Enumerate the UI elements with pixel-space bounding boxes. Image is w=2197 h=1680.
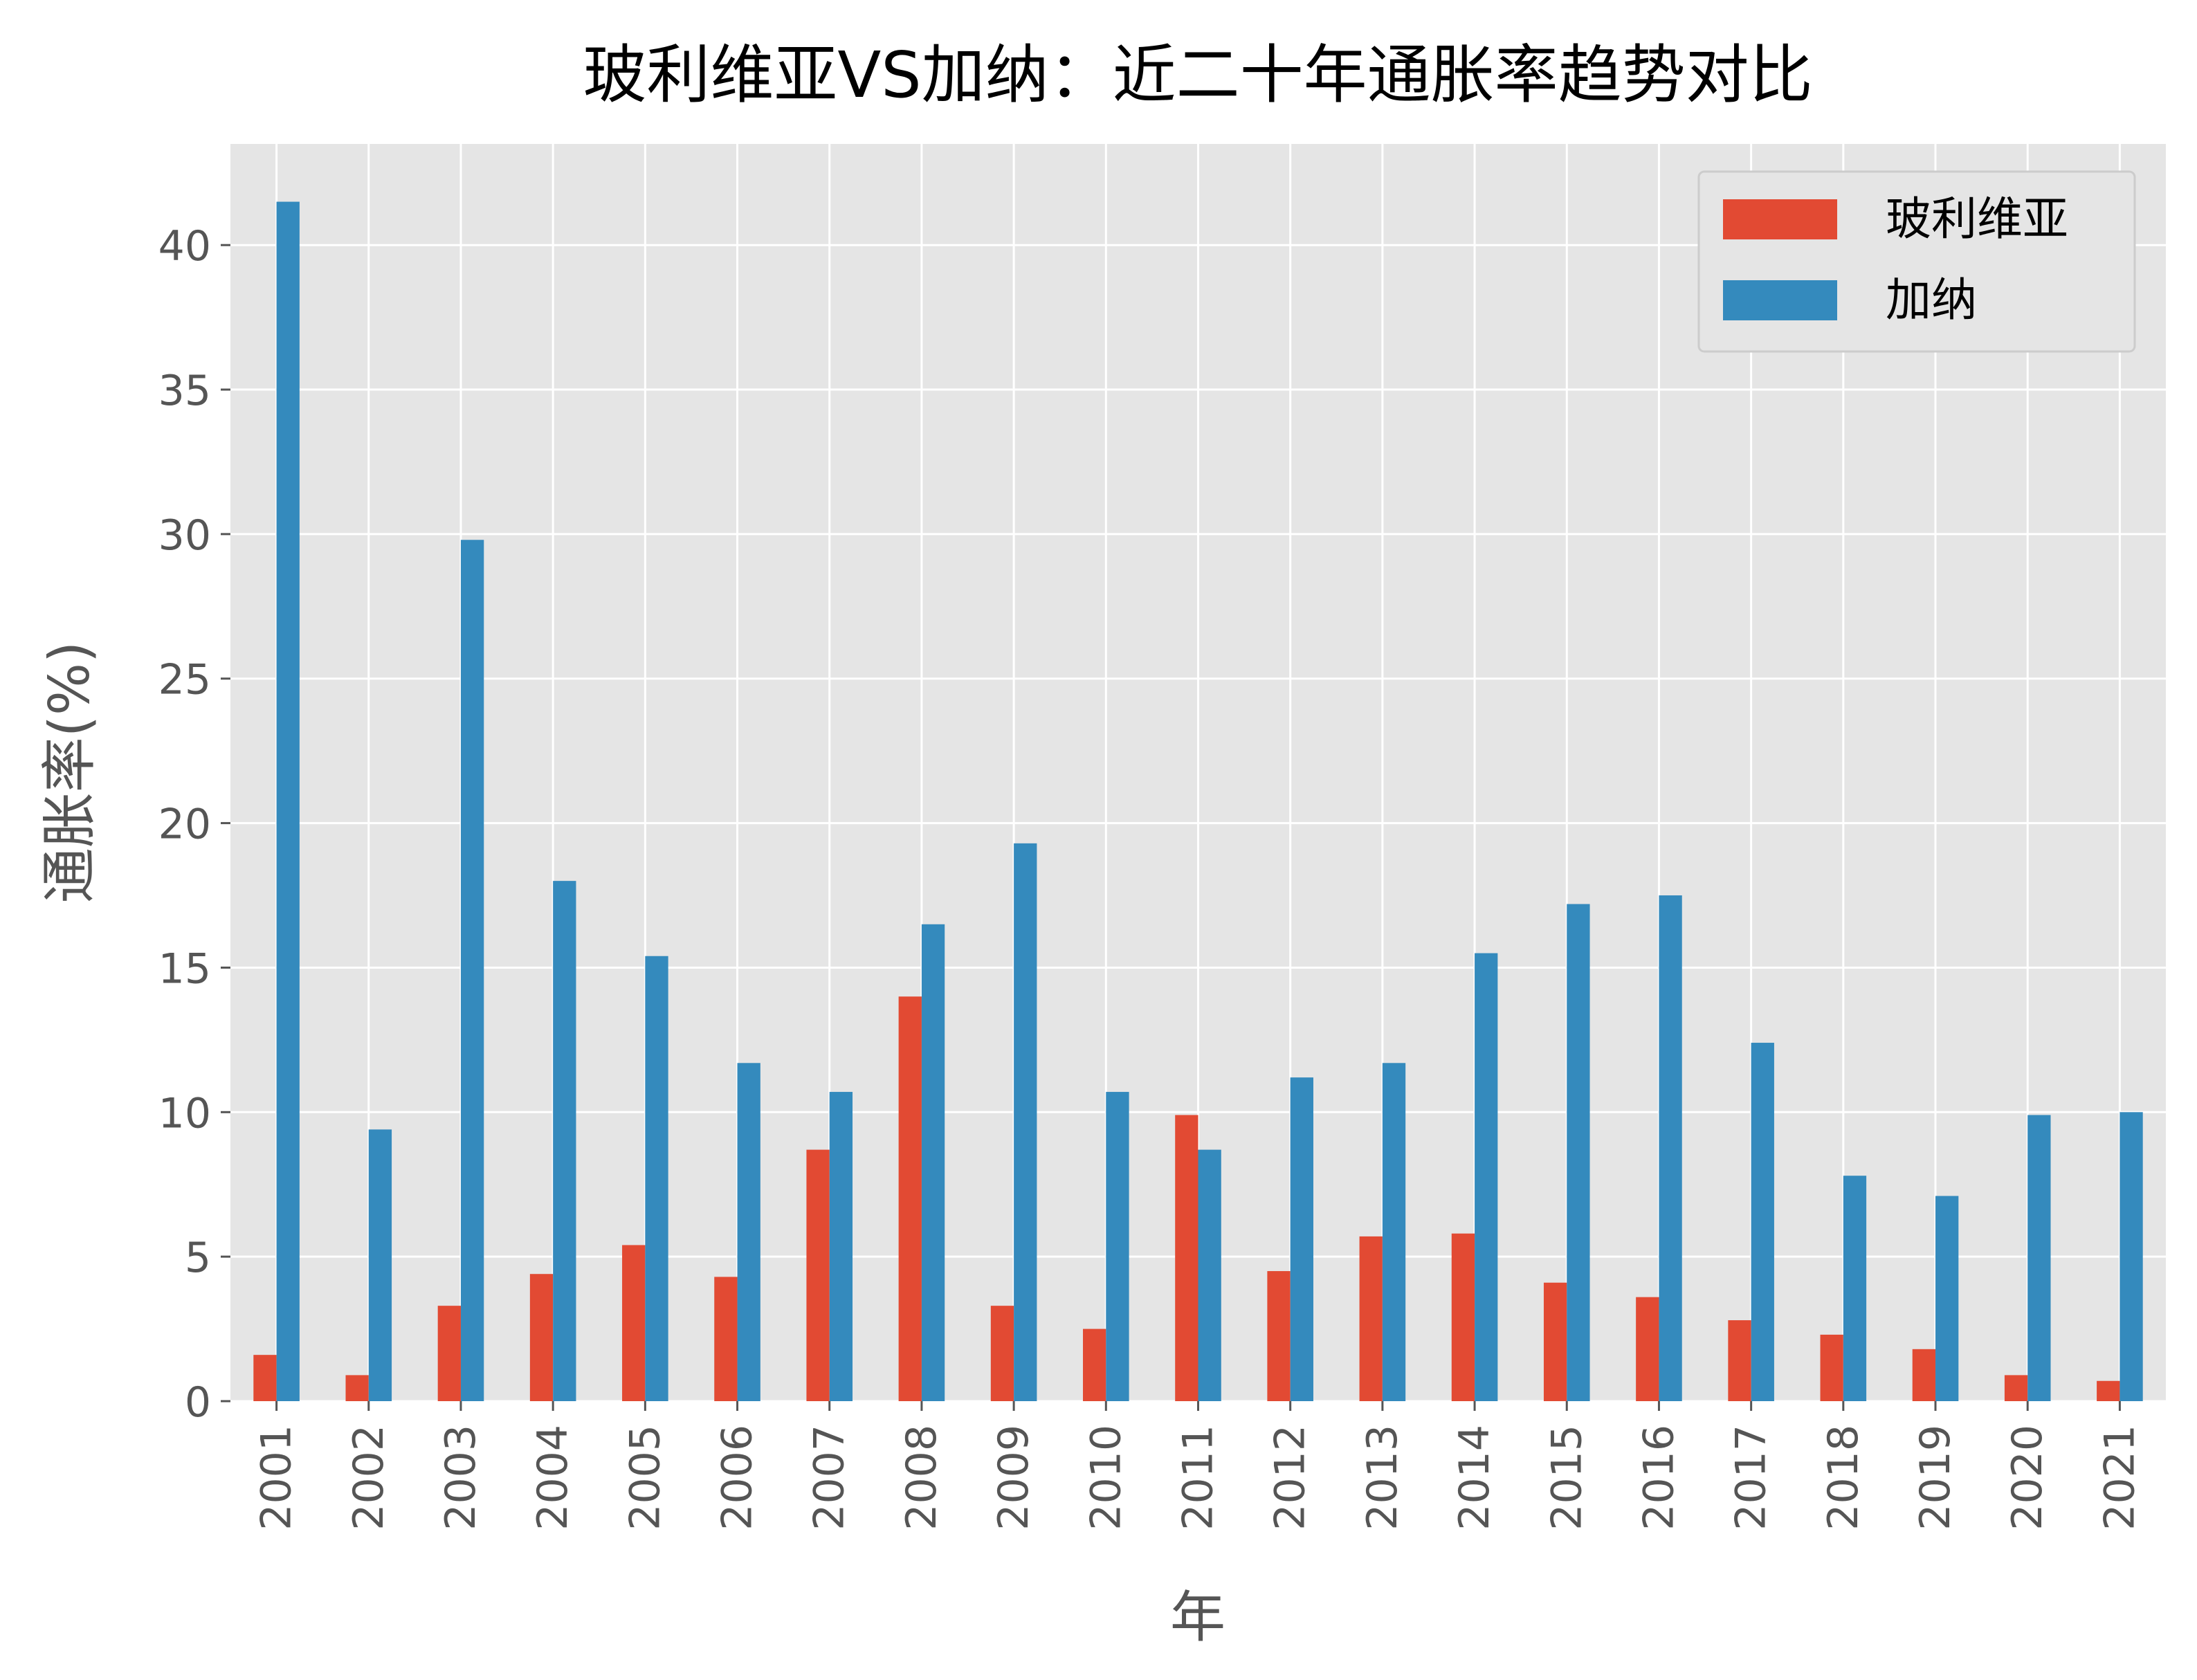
bar-bolivia-2019 <box>1912 1349 1936 1401</box>
x-tick-label: 2012 <box>1266 1425 1315 1531</box>
y-tick-label: 30 <box>158 511 211 560</box>
x-tick-label: 2001 <box>253 1425 301 1531</box>
bar-bolivia-2010 <box>1083 1329 1106 1401</box>
x-tick-label: 2021 <box>2095 1425 2144 1531</box>
bar-ghana-2008 <box>921 924 945 1401</box>
bar-bolivia-2006 <box>714 1277 738 1401</box>
bar-bolivia-2004 <box>529 1274 554 1401</box>
x-tick-label: 2018 <box>1819 1425 1868 1531</box>
legend-label-bolivia: 玻利维亚 <box>1886 192 2068 246</box>
x-tick-label: 2019 <box>1911 1425 1960 1531</box>
x-tick-label: 2015 <box>1542 1425 1591 1531</box>
bar-ghana-2001 <box>276 201 300 1401</box>
bar-bolivia-2016 <box>1636 1297 1659 1401</box>
y-tick-label: 0 <box>185 1378 211 1427</box>
bar-bolivia-2002 <box>345 1375 369 1401</box>
x-tick-label: 2020 <box>2003 1425 2052 1531</box>
bar-bolivia-2008 <box>898 996 922 1401</box>
y-tick-label: 5 <box>185 1234 211 1282</box>
bar-bolivia-2020 <box>2004 1375 2028 1401</box>
legend-swatch-bolivia <box>1723 199 1837 239</box>
x-tick-label: 2016 <box>1634 1425 1683 1531</box>
x-tick-label: 2004 <box>529 1425 577 1531</box>
bar-ghana-2018 <box>1843 1176 1867 1401</box>
bar-ghana-2019 <box>1935 1196 1959 1401</box>
bar-ghana-2004 <box>553 881 576 1401</box>
bar-ghana-2010 <box>1106 1092 1129 1401</box>
bar-bolivia-2014 <box>1451 1233 1475 1401</box>
bar-ghana-2009 <box>1014 843 1037 1401</box>
bar-bolivia-2013 <box>1359 1236 1383 1401</box>
bar-bolivia-2015 <box>1543 1282 1567 1401</box>
bar-bolivia-2009 <box>990 1306 1014 1401</box>
bar-bolivia-2012 <box>1267 1271 1291 1401</box>
x-tick-label: 2014 <box>1450 1425 1499 1531</box>
bar-ghana-2005 <box>645 956 668 1401</box>
bar-bolivia-2021 <box>2097 1380 2120 1401</box>
x-tick-label: 2011 <box>1174 1425 1223 1531</box>
bar-ghana-2020 <box>2027 1115 2051 1401</box>
y-tick-label: 15 <box>158 944 211 993</box>
bar-bolivia-2005 <box>622 1245 646 1401</box>
y-tick-label: 25 <box>158 656 211 704</box>
x-tick-label: 2006 <box>713 1425 762 1531</box>
legend-swatch-ghana <box>1723 280 1837 320</box>
x-tick-label: 2007 <box>805 1425 854 1531</box>
chart-title: 玻利维亚VS加纳：近二十年通胀率趋势对比 <box>583 38 1812 112</box>
y-tick-label: 35 <box>158 367 211 415</box>
bar-bolivia-2011 <box>1175 1115 1198 1401</box>
bar-bolivia-2018 <box>1820 1334 1843 1401</box>
bar-ghana-2013 <box>1382 1063 1406 1401</box>
bar-ghana-2003 <box>460 540 484 1402</box>
bar-ghana-2012 <box>1290 1077 1313 1401</box>
x-tick-label: 2010 <box>1082 1425 1130 1531</box>
x-tick-label: 2003 <box>437 1425 485 1531</box>
bar-bolivia-2017 <box>1728 1320 1751 1401</box>
bar-bolivia-2001 <box>253 1355 277 1401</box>
bar-ghana-2017 <box>1751 1043 1774 1401</box>
bar-ghana-2007 <box>829 1092 853 1401</box>
x-tick-label: 2005 <box>621 1425 669 1531</box>
x-tick-label: 2009 <box>990 1425 1038 1531</box>
x-tick-label: 2002 <box>345 1425 393 1531</box>
x-tick-label: 2008 <box>897 1425 946 1531</box>
bar-ghana-2002 <box>368 1129 392 1401</box>
x-tick-label: 2013 <box>1358 1425 1407 1531</box>
bar-bolivia-2003 <box>437 1306 461 1401</box>
x-axis-label: 年 <box>1170 1585 1225 1650</box>
y-tick-label: 40 <box>158 222 211 271</box>
legend: 玻利维亚 加纳 <box>1697 170 2136 353</box>
y-axis-label: 通胀率(%) <box>37 641 102 903</box>
y-tick-label: 20 <box>158 801 211 849</box>
bar-ghana-2021 <box>2119 1112 2143 1401</box>
bar-ghana-2015 <box>1567 904 1590 1401</box>
legend-label-ghana: 加纳 <box>1886 273 1977 327</box>
bar-ghana-2011 <box>1198 1149 1221 1401</box>
bar-ghana-2016 <box>1659 895 1682 1401</box>
bar-bolivia-2007 <box>806 1149 830 1401</box>
y-tick-label: 10 <box>158 1089 211 1138</box>
bar-ghana-2014 <box>1475 953 1498 1401</box>
bar-ghana-2006 <box>737 1063 760 1401</box>
axes: 0 5 10 15 20 25 30 35 40 2001 2002 2003 2004 2005 2006… <box>158 222 2144 1531</box>
bars <box>253 201 2143 1402</box>
x-tick-label: 2017 <box>1727 1425 1776 1531</box>
